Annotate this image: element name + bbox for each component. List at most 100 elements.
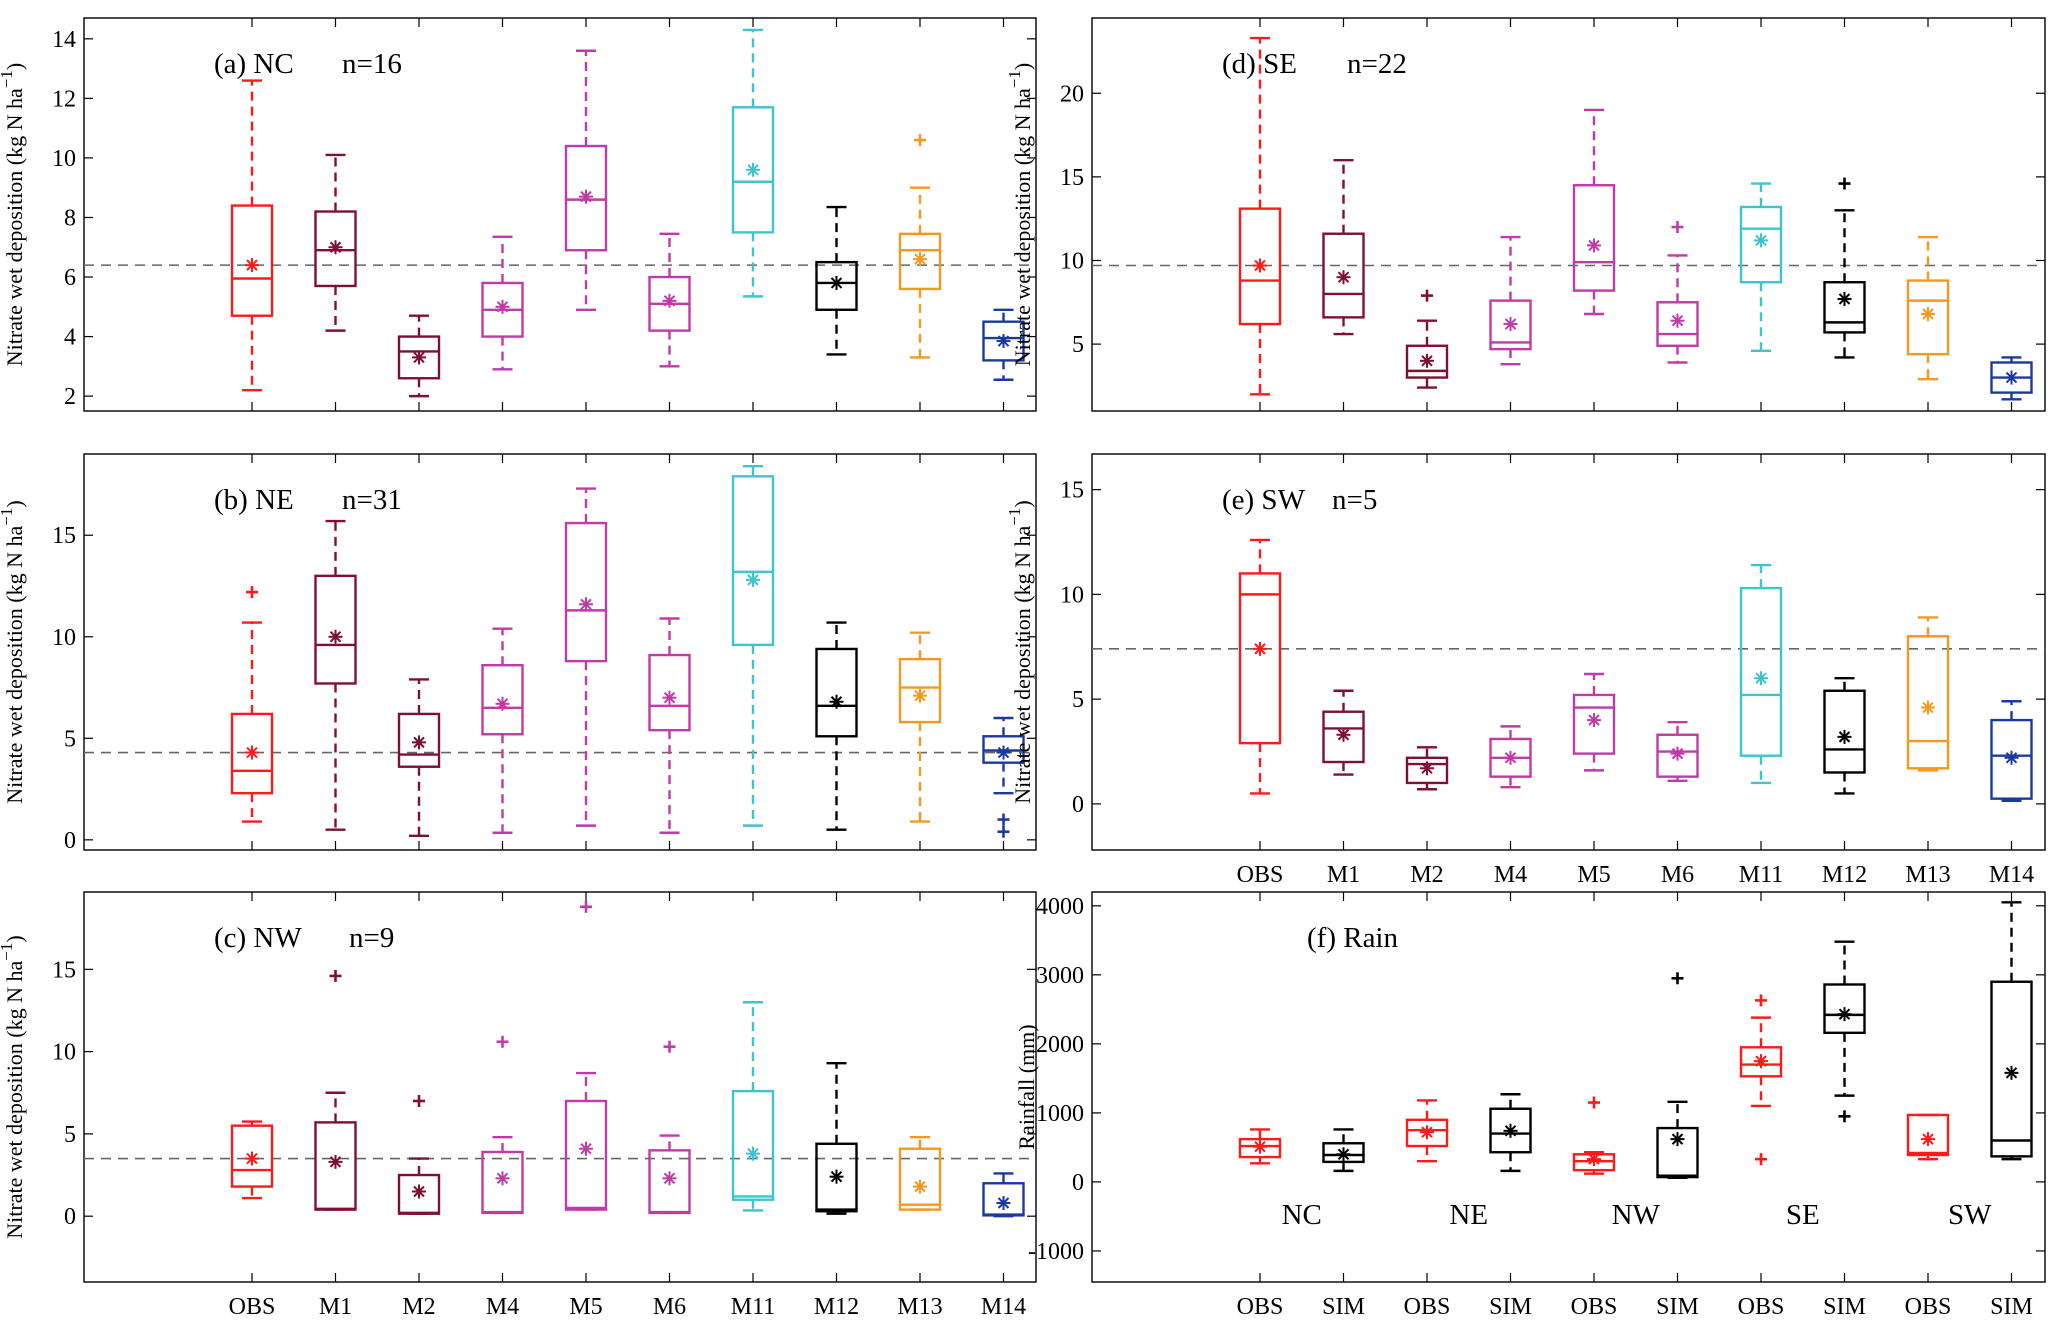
iqr-box bbox=[1489, 1107, 1532, 1154]
mean-marker bbox=[412, 1184, 426, 1199]
box-e-m14 bbox=[1990, 700, 2033, 802]
mean-marker-stroke bbox=[914, 689, 926, 702]
mean-marker-stroke bbox=[1421, 355, 1433, 367]
y-axis-label-main: Nitrate wet deposition (kg N ha bbox=[2, 88, 27, 366]
mean-marker bbox=[328, 240, 343, 255]
box-f-sim bbox=[1656, 972, 1699, 1179]
y-tick-label: 5 bbox=[64, 1122, 76, 1148]
iqr-box bbox=[1656, 301, 1699, 347]
y-axis-label-main: Nitrate wet deposition (kg N ha bbox=[1010, 88, 1035, 366]
mean-marker-stroke bbox=[1254, 643, 1266, 655]
box-d-m14 bbox=[1990, 356, 2033, 401]
mean-marker bbox=[829, 1169, 844, 1184]
y-tick-label: 15 bbox=[52, 523, 76, 549]
iqr-box bbox=[1405, 1118, 1449, 1148]
iqr-box bbox=[1990, 718, 2033, 800]
outlier-marker bbox=[413, 1094, 425, 1107]
iqr-box bbox=[397, 712, 441, 768]
box-b-m12 bbox=[815, 621, 858, 831]
mean-marker-stroke bbox=[1504, 752, 1517, 764]
iqr-box bbox=[898, 232, 942, 291]
region-group-label: SW bbox=[1948, 1199, 1992, 1231]
mean-marker-stroke bbox=[1337, 271, 1350, 283]
mean-marker bbox=[829, 275, 844, 290]
y-tick-label: 2 bbox=[64, 384, 76, 410]
y-axis-label: Nitrate wet deposition (kg N ha−1) bbox=[1005, 63, 1035, 366]
box-d-m12 bbox=[1823, 177, 1866, 359]
box-a-m2 bbox=[397, 314, 441, 398]
mean-marker bbox=[1670, 313, 1685, 328]
box-e-m5 bbox=[1572, 672, 1616, 772]
iqr-box bbox=[898, 1147, 942, 1211]
iqr-box bbox=[1656, 1126, 1699, 1179]
mean-marker-stroke bbox=[1755, 1055, 1767, 1067]
x-tick-label: M6 bbox=[653, 1294, 686, 1320]
box-d-obs bbox=[1238, 36, 1282, 396]
mean-marker bbox=[2004, 750, 2019, 765]
iqr-box bbox=[314, 210, 357, 288]
mean-marker bbox=[996, 745, 1011, 760]
mean-marker-stroke bbox=[2005, 1067, 2018, 1079]
panel-title: (c) NW bbox=[214, 922, 302, 954]
box-c-m13 bbox=[898, 1135, 942, 1211]
x-tick-label: M4 bbox=[486, 1294, 519, 1320]
mean-marker bbox=[1670, 746, 1685, 761]
mean-marker-stroke bbox=[413, 351, 425, 364]
box-a-m12 bbox=[815, 205, 858, 356]
mean-marker bbox=[1754, 233, 1768, 248]
box-d-m11 bbox=[1739, 182, 1783, 352]
mean-marker-stroke bbox=[246, 259, 258, 271]
iqr-box bbox=[564, 521, 608, 663]
box-e-m4 bbox=[1489, 725, 1532, 789]
outlier-marker bbox=[1755, 994, 1767, 1007]
box-b-m6 bbox=[648, 617, 691, 834]
y-tick-label: 10 bbox=[52, 146, 76, 172]
y-axis-label: Nitrate wet deposition (kg N ha−1) bbox=[0, 935, 27, 1238]
mean-marker bbox=[1670, 1132, 1685, 1147]
axes-frame bbox=[1091, 17, 2046, 412]
box-a-m11 bbox=[731, 28, 775, 298]
x-tick-label: M12 bbox=[1822, 862, 1867, 888]
mean-marker bbox=[1420, 1125, 1434, 1140]
mean-marker bbox=[662, 690, 677, 705]
iqr-box bbox=[815, 647, 858, 738]
y-axis-label-close: ) bbox=[1010, 500, 1035, 507]
mean-marker-stroke bbox=[830, 277, 843, 289]
box-d-m2 bbox=[1405, 289, 1449, 389]
iqr-box bbox=[1739, 1046, 1783, 1078]
mean-marker-stroke bbox=[747, 574, 759, 586]
mean-marker-stroke bbox=[997, 335, 1010, 347]
box-c-m4 bbox=[481, 1035, 524, 1215]
mean-marker-stroke bbox=[1755, 234, 1767, 247]
y-tick-label: 8 bbox=[64, 205, 76, 231]
box-e-m1 bbox=[1322, 689, 1365, 776]
iqr-box bbox=[1238, 207, 1282, 326]
x-tick-label: M5 bbox=[1577, 862, 1610, 888]
iqr-box bbox=[1739, 205, 1783, 284]
iqr-box bbox=[481, 664, 524, 736]
mean-marker-stroke bbox=[413, 1185, 425, 1198]
y-axis-label-close: ) bbox=[1010, 63, 1035, 70]
mean-marker bbox=[1587, 713, 1601, 728]
mean-marker bbox=[1503, 317, 1518, 332]
mean-marker bbox=[328, 629, 343, 644]
y-tick-label: 0 bbox=[1072, 792, 1084, 818]
y-tick-label: 10 bbox=[1060, 248, 1084, 274]
iqr-box bbox=[1990, 980, 2033, 1158]
y-tick-label: 15 bbox=[1060, 165, 1084, 191]
mean-marker bbox=[996, 334, 1011, 349]
mean-marker bbox=[1503, 1123, 1518, 1138]
x-tick-label: SIM bbox=[1656, 1294, 1699, 1320]
box-b-m5 bbox=[564, 487, 608, 827]
box-c-m6 bbox=[648, 1040, 691, 1215]
mean-marker-stroke bbox=[496, 1172, 509, 1185]
sample-size-label: n=9 bbox=[349, 922, 394, 954]
mean-marker-stroke bbox=[1421, 762, 1433, 774]
box-f-obs bbox=[1739, 994, 1783, 1166]
y-tick-label: 6 bbox=[64, 265, 76, 291]
mean-marker bbox=[2004, 370, 2019, 385]
mean-marker bbox=[1336, 727, 1351, 742]
x-tick-label: OBS bbox=[1571, 1294, 1618, 1320]
box-c-m14 bbox=[982, 1172, 1025, 1218]
box-c-m12 bbox=[815, 1061, 858, 1215]
